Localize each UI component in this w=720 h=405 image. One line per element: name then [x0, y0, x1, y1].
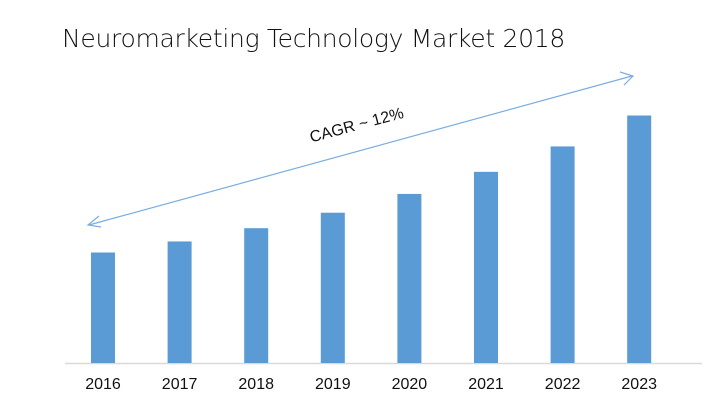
bar-2022: [550, 146, 575, 363]
bar-2023: [627, 115, 652, 363]
x-tick-label: 2019: [315, 376, 351, 393]
cagr-label: CAGR ~ 12%: [308, 105, 406, 146]
x-tick-label: 2016: [85, 376, 121, 393]
bar-2019: [320, 212, 345, 363]
bar-2020: [397, 193, 422, 363]
bar-2016: [91, 252, 115, 363]
bar-2018: [244, 228, 269, 363]
cagr-arrow: [86, 71, 635, 228]
x-tick-label: 2022: [545, 376, 581, 393]
x-tick-label: 2021: [468, 376, 504, 393]
x-tick-label: 2023: [621, 376, 657, 393]
bar-2017: [167, 241, 192, 363]
bar-2021: [474, 171, 498, 363]
chart-title: Neuromarketing Technology Market 2018: [62, 24, 565, 53]
x-tick-label: 2018: [238, 376, 274, 393]
x-tick-label: 2020: [392, 376, 428, 393]
x-tick-label: 2017: [162, 376, 198, 393]
